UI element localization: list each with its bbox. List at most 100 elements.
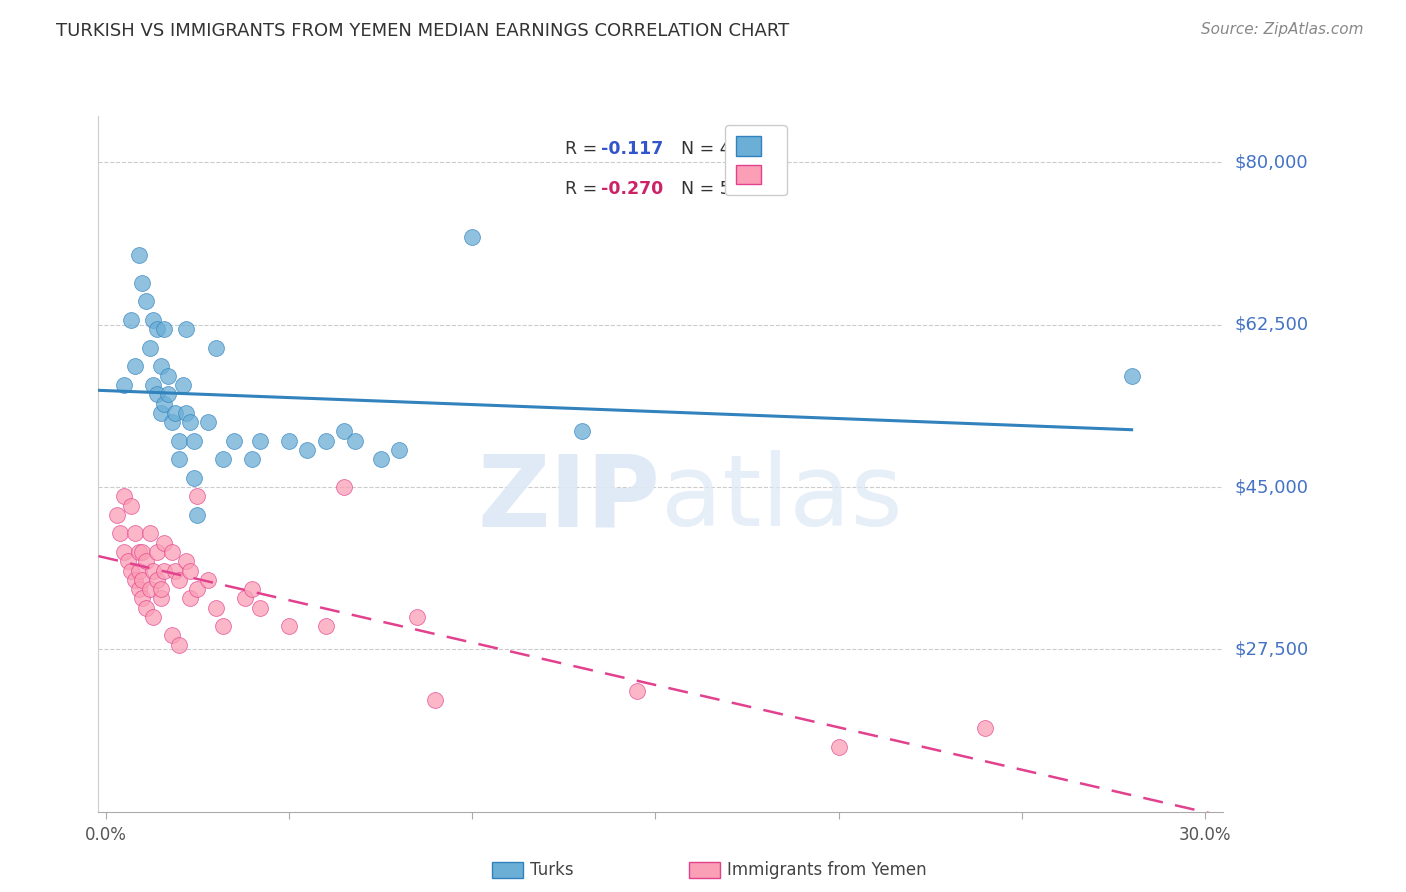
- Point: [128, 564, 150, 578]
- Point: [333, 425, 356, 439]
- Text: atlas: atlas: [661, 450, 903, 547]
- Point: [186, 508, 208, 522]
- Point: [233, 591, 256, 606]
- Point: [160, 545, 183, 559]
- Point: [149, 591, 172, 606]
- Text: $80,000: $80,000: [1234, 153, 1308, 171]
- Text: Source: ZipAtlas.com: Source: ZipAtlas.com: [1201, 22, 1364, 37]
- Legend: , : ,: [725, 125, 787, 195]
- Point: [249, 434, 271, 448]
- Point: [157, 387, 180, 401]
- Point: [165, 564, 187, 578]
- Text: N = 44: N = 44: [669, 140, 741, 158]
- Point: [138, 582, 160, 596]
- Point: [827, 739, 849, 754]
- Point: [112, 378, 135, 392]
- Point: [186, 582, 208, 596]
- Point: [240, 582, 263, 596]
- Text: 30.0%: 30.0%: [1178, 826, 1232, 844]
- Point: [112, 545, 135, 559]
- Point: [153, 396, 176, 410]
- Text: $62,500: $62,500: [1234, 316, 1309, 334]
- Point: [179, 564, 201, 578]
- Point: [343, 434, 366, 448]
- Point: [149, 582, 172, 596]
- Point: [167, 638, 190, 652]
- Point: [131, 545, 153, 559]
- Point: [176, 406, 198, 420]
- Point: [142, 610, 165, 624]
- Point: [315, 619, 337, 633]
- Point: [167, 434, 190, 448]
- Point: [120, 499, 142, 513]
- Point: [131, 276, 153, 290]
- Point: [626, 684, 648, 698]
- Point: [183, 471, 205, 485]
- Point: [278, 619, 301, 633]
- Point: [461, 229, 484, 244]
- Point: [186, 489, 208, 503]
- Point: [160, 628, 183, 642]
- Point: [212, 452, 235, 467]
- Point: [176, 554, 198, 568]
- Text: -0.117: -0.117: [602, 140, 664, 158]
- Text: 0.0%: 0.0%: [84, 826, 127, 844]
- Point: [157, 368, 180, 383]
- Point: [370, 452, 392, 467]
- Point: [112, 489, 135, 503]
- Point: [167, 573, 190, 587]
- Point: [160, 415, 183, 429]
- Point: [131, 591, 153, 606]
- Point: [571, 425, 593, 439]
- Point: [124, 573, 146, 587]
- Point: [425, 693, 447, 707]
- Point: [179, 415, 201, 429]
- Point: [1121, 368, 1143, 383]
- Point: [172, 378, 194, 392]
- Point: [197, 573, 219, 587]
- Point: [128, 248, 150, 262]
- Point: [142, 378, 165, 392]
- Point: [297, 442, 319, 457]
- Point: [240, 452, 263, 467]
- Text: TURKISH VS IMMIGRANTS FROM YEMEN MEDIAN EARNINGS CORRELATION CHART: TURKISH VS IMMIGRANTS FROM YEMEN MEDIAN …: [56, 22, 790, 40]
- Point: [197, 415, 219, 429]
- Point: [110, 526, 132, 541]
- Point: [120, 313, 142, 327]
- Point: [974, 721, 997, 735]
- Point: [142, 313, 165, 327]
- Point: [117, 554, 139, 568]
- Point: [176, 322, 198, 336]
- Point: [135, 294, 157, 309]
- Point: [120, 564, 142, 578]
- Point: [249, 600, 271, 615]
- Text: ZIP: ZIP: [478, 450, 661, 547]
- Point: [105, 508, 128, 522]
- Point: [204, 600, 226, 615]
- Point: [167, 452, 190, 467]
- Point: [278, 434, 301, 448]
- Text: R =: R =: [565, 180, 603, 198]
- Point: [149, 359, 172, 374]
- Point: [135, 600, 157, 615]
- Point: [149, 406, 172, 420]
- Point: [124, 526, 146, 541]
- Point: [128, 545, 150, 559]
- Point: [138, 526, 160, 541]
- Text: $27,500: $27,500: [1234, 640, 1309, 658]
- Point: [146, 573, 169, 587]
- Point: [138, 341, 160, 355]
- Point: [153, 535, 176, 549]
- Point: [204, 341, 226, 355]
- Text: $45,000: $45,000: [1234, 478, 1309, 496]
- Point: [153, 322, 176, 336]
- Point: [212, 619, 235, 633]
- Point: [183, 434, 205, 448]
- Point: [146, 387, 169, 401]
- Point: [128, 582, 150, 596]
- Point: [142, 564, 165, 578]
- Point: [135, 554, 157, 568]
- Point: [179, 591, 201, 606]
- Point: [146, 545, 169, 559]
- Text: -0.270: -0.270: [602, 180, 664, 198]
